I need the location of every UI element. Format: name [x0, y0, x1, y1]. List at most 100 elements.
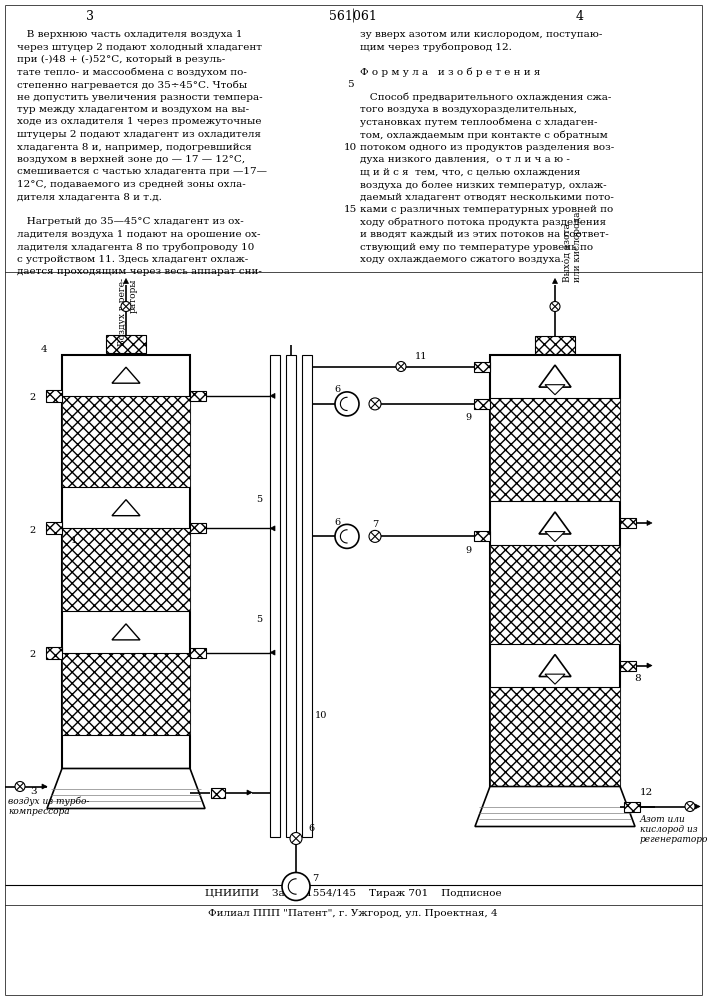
Text: ЦНИИПИ    Заказ 1554/145    Тираж 701    Подписное: ЦНИИПИ Заказ 1554/145 Тираж 701 Подписно…	[205, 888, 501, 898]
Text: ками с различных температурных уровней по: ками с различных температурных уровней п…	[360, 205, 613, 214]
Polygon shape	[475, 786, 635, 826]
Text: 5: 5	[256, 495, 262, 504]
Text: 9: 9	[465, 546, 471, 555]
Text: 3: 3	[30, 787, 37, 796]
Text: ладителя хладагента 8 по трубопроводу 10: ладителя хладагента 8 по трубопроводу 10	[17, 242, 255, 252]
Polygon shape	[112, 624, 140, 640]
Text: воздух из турбо-
компрессора: воздух из турбо- компрессора	[8, 796, 89, 816]
Polygon shape	[545, 532, 565, 542]
Bar	[490, 687, 620, 786]
Bar	[474, 399, 490, 409]
Text: Филиал ППП "Патент", г. Ужгород, ул. Проектная, 4: Филиал ППП "Патент", г. Ужгород, ул. Про…	[208, 910, 498, 918]
Text: 7: 7	[372, 520, 378, 529]
Circle shape	[15, 782, 25, 792]
Text: 8: 8	[634, 674, 641, 683]
Text: при (-)48 + (-)52°С, который в резуль-: при (-)48 + (-)52°С, который в резуль-	[17, 55, 226, 64]
Bar	[270, 355, 280, 836]
Text: 561061: 561061	[329, 9, 377, 22]
Polygon shape	[545, 385, 565, 395]
Bar	[190, 523, 206, 533]
Text: не допустить увеличения разности темпера-: не допустить увеличения разности темпера…	[17, 93, 262, 102]
Bar	[62, 528, 190, 611]
Polygon shape	[112, 500, 140, 516]
Text: щим через трубопровод 12.: щим через трубопровод 12.	[360, 42, 512, 52]
Text: ладителя воздуха 1 подают на орошение ох-: ладителя воздуха 1 подают на орошение ох…	[17, 230, 260, 239]
Text: воздухом в верхней зоне до — 17 — 12°С,: воздухом в верхней зоне до — 17 — 12°С,	[17, 155, 245, 164]
Circle shape	[369, 530, 381, 542]
Text: 12: 12	[640, 788, 653, 797]
Polygon shape	[124, 278, 129, 284]
Bar	[302, 355, 312, 836]
Text: 7: 7	[312, 874, 318, 883]
Bar	[211, 788, 225, 798]
Text: Выход азота
или кислорода: Выход азота или кислорода	[563, 211, 583, 282]
Text: потоком одного из продуктов разделения воз-: потоком одного из продуктов разделения в…	[360, 142, 614, 151]
Bar	[490, 355, 620, 786]
Polygon shape	[539, 512, 571, 534]
Text: 5: 5	[346, 80, 354, 89]
Text: установках путем теплообмена с хладаген-: установках путем теплообмена с хладаген-	[360, 117, 597, 127]
Text: 2: 2	[29, 526, 35, 535]
Text: с устройством 11. Здесь хладагент охлаж-: с устройством 11. Здесь хладагент охлаж-	[17, 255, 248, 264]
Circle shape	[685, 802, 695, 812]
Bar	[46, 522, 62, 534]
Bar	[46, 647, 62, 659]
Circle shape	[121, 302, 131, 312]
Text: 10: 10	[315, 712, 327, 720]
Polygon shape	[552, 278, 558, 284]
Text: щ и й с я  тем, что, с целью охлаждения: щ и й с я тем, что, с целью охлаждения	[360, 167, 580, 176]
Bar	[535, 336, 575, 354]
Text: ходу обратного потока продукта разделения: ходу обратного потока продукта разделени…	[360, 218, 606, 227]
Circle shape	[550, 302, 560, 312]
Polygon shape	[42, 784, 47, 789]
Text: тур между хладагентом и воздухом на вы-: тур между хладагентом и воздухом на вы-	[17, 105, 249, 114]
Text: 2: 2	[29, 650, 35, 659]
Text: 11: 11	[415, 352, 427, 361]
Text: 2: 2	[29, 393, 35, 402]
Text: 3: 3	[86, 9, 94, 22]
Polygon shape	[485, 364, 490, 369]
Polygon shape	[545, 674, 565, 684]
Text: 12°С, подаваемого из средней зоны охла-: 12°С, подаваемого из средней зоны охла-	[17, 180, 246, 189]
Circle shape	[369, 398, 381, 410]
Circle shape	[335, 524, 359, 548]
Text: Воздух в реге-
раторы: Воздух в реге- раторы	[118, 278, 137, 347]
Polygon shape	[695, 804, 700, 809]
Text: В верхнюю часть охладителя воздуха 1: В верхнюю часть охладителя воздуха 1	[17, 30, 243, 39]
Bar	[62, 396, 190, 487]
Polygon shape	[112, 367, 140, 383]
Text: даемый хладагент отводят несколькими пото-: даемый хладагент отводят несколькими пот…	[360, 192, 614, 202]
Text: Ф о р м у л а   и з о б р е т е н и я: Ф о р м у л а и з о б р е т е н и я	[360, 68, 540, 77]
Text: тате тепло- и массообмена с воздухом по-: тате тепло- и массообмена с воздухом по-	[17, 68, 247, 77]
Text: 1: 1	[71, 536, 77, 545]
Text: 6: 6	[308, 824, 314, 833]
Text: дителя хладагента 8 и т.д.: дителя хладагента 8 и т.д.	[17, 192, 162, 202]
Text: ходе из охладителя 1 через промежуточные: ходе из охладителя 1 через промежуточные	[17, 117, 262, 126]
Text: Азот или
кислород из
регенераторов: Азот или кислород из регенераторов	[640, 814, 707, 844]
Text: 4: 4	[41, 345, 47, 354]
Text: дается проходящим через весь аппарат сни-: дается проходящим через весь аппарат сни…	[17, 267, 262, 276]
Polygon shape	[270, 393, 275, 398]
Bar	[190, 648, 206, 658]
Bar	[490, 545, 620, 644]
Text: 6: 6	[334, 385, 340, 394]
Circle shape	[396, 361, 406, 371]
Text: и вводят каждый из этих потоков на соответ-: и вводят каждый из этих потоков на соотв…	[360, 230, 609, 239]
Text: штуцеры 2 подают хладагент из охладителя: штуцеры 2 подают хладагент из охладителя	[17, 130, 261, 139]
Text: 5: 5	[256, 615, 262, 624]
Polygon shape	[647, 663, 652, 668]
Polygon shape	[270, 650, 275, 655]
Text: ходу охлаждаемого сжатого воздуха.: ходу охлаждаемого сжатого воздуха.	[360, 255, 564, 264]
Text: воздуха до более низких температур, охлаж-: воздуха до более низких температур, охла…	[360, 180, 607, 190]
Text: 9: 9	[465, 413, 471, 422]
Bar	[474, 531, 490, 541]
Text: духа низкого давления,  о т л и ч а ю -: духа низкого давления, о т л и ч а ю -	[360, 155, 570, 164]
Text: того воздуха в воздухоразделительных,: того воздуха в воздухоразделительных,	[360, 105, 577, 114]
Bar	[106, 334, 146, 353]
Bar	[620, 661, 636, 671]
Polygon shape	[270, 526, 275, 531]
Bar	[624, 802, 640, 812]
Polygon shape	[247, 790, 252, 795]
Text: том, охлаждаемым при контакте с обратным: том, охлаждаемым при контакте с обратным	[360, 130, 608, 139]
Polygon shape	[539, 655, 571, 677]
